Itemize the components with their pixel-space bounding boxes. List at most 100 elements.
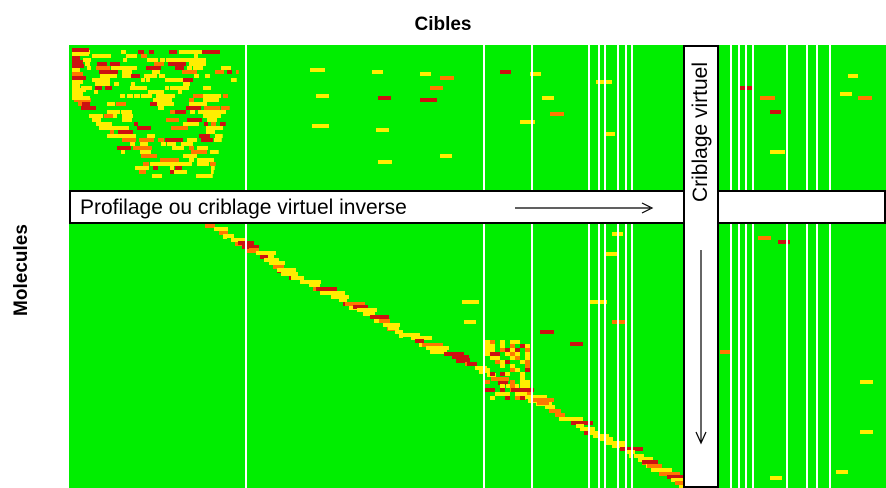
heatmap-cell <box>485 380 490 384</box>
heatmap-cell <box>500 344 505 348</box>
heatmap-gap-line <box>745 45 747 488</box>
heatmap-cell <box>420 98 437 102</box>
heatmap-cell <box>178 90 182 94</box>
heatmap-cell <box>520 396 525 400</box>
heatmap-cell <box>121 50 126 54</box>
heatmap-cell <box>461 358 470 362</box>
heatmap-cell <box>555 413 565 417</box>
heatmap-gap-line <box>806 45 808 488</box>
heatmap-cell <box>836 470 848 474</box>
heatmap-cell <box>580 427 595 431</box>
heatmap-cell <box>122 70 132 74</box>
heatmap-cell <box>370 315 389 319</box>
heatmap-cell <box>140 150 151 154</box>
heatmap-cell <box>515 368 520 372</box>
heatmap-cell <box>187 66 192 70</box>
heatmap-cell <box>175 110 186 114</box>
heatmap-cell <box>72 76 86 80</box>
heatmap-cell <box>104 114 113 118</box>
heatmap-cell <box>72 52 89 56</box>
heatmap-cell <box>363 312 375 316</box>
heatmap-cell <box>485 388 490 392</box>
heatmap-cell <box>197 158 214 162</box>
heatmap-cell <box>183 78 193 82</box>
heatmap-cell <box>89 114 103 118</box>
heatmap-cell <box>510 348 515 352</box>
heatmap-cell <box>860 380 873 384</box>
heatmap-cell <box>537 401 549 405</box>
heatmap-cell <box>500 340 505 344</box>
heatmap-cell <box>515 340 520 344</box>
heatmap-cell <box>510 384 515 388</box>
heatmap-cell <box>312 124 329 128</box>
heatmap-cell <box>236 70 239 74</box>
heatmap-cell <box>197 146 208 150</box>
heatmap-cell <box>186 106 201 110</box>
heatmap-cell <box>559 417 563 421</box>
heatmap-cell <box>183 82 190 86</box>
heatmap-cell <box>485 348 490 352</box>
heatmap-cell <box>525 352 530 356</box>
heatmap-cell <box>490 348 495 352</box>
heatmap-cell <box>126 54 137 58</box>
heatmap-cell <box>770 150 785 154</box>
heatmap-cell <box>92 118 101 122</box>
heatmap-cell <box>120 94 125 98</box>
heatmap-cell <box>520 392 525 396</box>
heatmap-cell <box>249 248 259 252</box>
heatmap-cell <box>490 340 495 344</box>
heatmap-cell <box>211 174 213 178</box>
heatmap-cell <box>316 287 337 291</box>
heatmap-cell <box>137 126 151 130</box>
heatmap-cell <box>515 352 520 356</box>
heatmap-cell <box>196 174 211 178</box>
heatmap-cell <box>211 122 216 126</box>
heatmap-cell <box>99 126 117 130</box>
heatmap-cell <box>520 384 525 388</box>
heatmap-cell <box>372 70 383 74</box>
heatmap-cell <box>167 142 176 146</box>
heatmap-cell <box>72 48 89 52</box>
heatmap-cell <box>146 78 150 82</box>
heatmap-cell <box>110 130 114 134</box>
heatmap-cell <box>150 102 157 106</box>
heatmap-cell <box>214 138 222 142</box>
heatmap-cell <box>72 88 86 92</box>
heatmap-cell <box>378 96 391 100</box>
heatmap-cell <box>256 251 276 255</box>
heatmap-cell <box>107 134 123 138</box>
heatmap-cell <box>671 478 687 482</box>
heatmap-cell <box>203 114 221 118</box>
heatmap-cell <box>495 360 500 364</box>
heatmap-cell <box>525 384 530 388</box>
heatmap-cell <box>147 58 158 62</box>
heatmap-cell <box>175 166 182 170</box>
heatmap-cell <box>291 276 304 280</box>
heatmap-cell <box>162 94 175 98</box>
heatmap-cell <box>141 154 157 158</box>
heatmap-cell <box>210 150 219 154</box>
heatmap-cell <box>588 431 599 435</box>
heatmap-cell <box>420 72 431 76</box>
heatmap-cell <box>562 417 583 421</box>
heatmap-cell <box>510 380 515 384</box>
heatmap-cell <box>72 96 90 100</box>
heatmap-cell <box>770 476 782 480</box>
heatmap-cell <box>94 90 98 94</box>
heatmap-cell <box>491 377 509 381</box>
heatmap-cell <box>113 114 117 118</box>
heatmap-cell <box>187 138 197 142</box>
heatmap-cell <box>515 392 520 396</box>
heatmap-cell <box>127 94 133 98</box>
heatmap-cell <box>160 158 179 162</box>
heatmap-cell <box>540 330 554 334</box>
heatmap-cell <box>505 360 510 364</box>
heatmap-cell <box>215 70 224 74</box>
heatmap-cell <box>194 74 199 78</box>
heatmap-cell <box>500 384 505 388</box>
heatmap-cell <box>277 268 296 272</box>
heatmap-cell <box>210 110 226 114</box>
heatmap-cell <box>495 392 500 396</box>
heatmap-cell <box>500 364 505 368</box>
heatmap-cell <box>520 120 535 124</box>
